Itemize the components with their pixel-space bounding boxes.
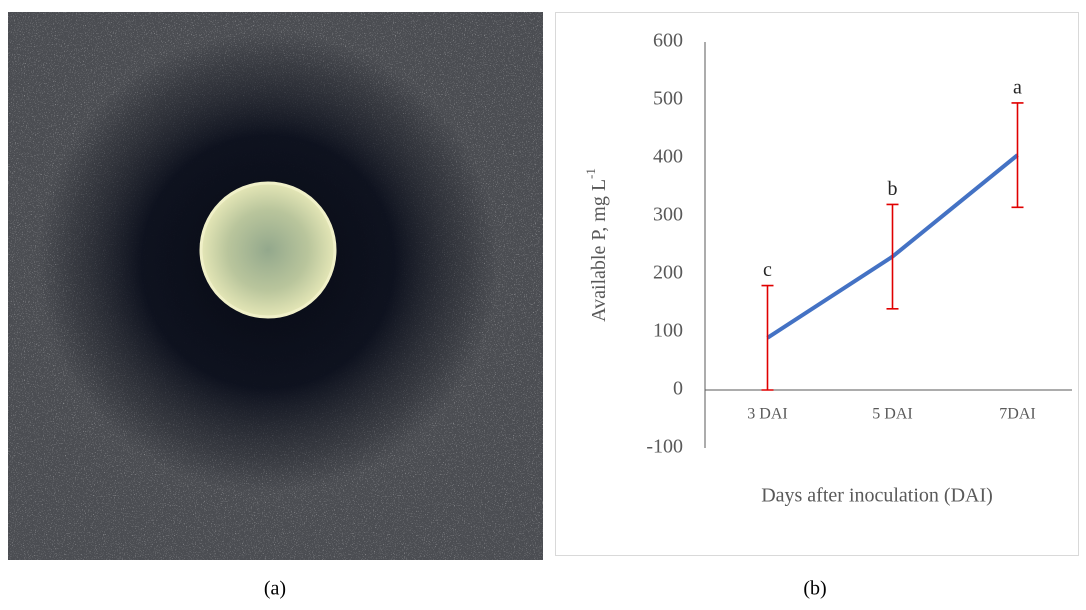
significance-letter: a: [1013, 76, 1022, 98]
y-tick-label: 600: [653, 30, 683, 52]
y-tick-label: 300: [653, 204, 683, 226]
y-tick-label: 200: [653, 262, 683, 284]
x-tick-label: 3 DAI: [747, 406, 787, 423]
significance-letter: c: [763, 259, 772, 281]
y-tick-label: 400: [653, 146, 683, 168]
error-bar: [886, 203, 899, 310]
error-bar: [1011, 102, 1024, 209]
panel-label: (b): [803, 578, 826, 600]
chart-frame: [555, 12, 1079, 556]
y-axis-label-text: Available P, mg L: [588, 179, 610, 322]
y-tick-label: -100: [646, 436, 683, 458]
x-tick-label: 5 DAI: [872, 406, 912, 423]
y-axis-label: Available P, mg L-1: [583, 168, 610, 322]
y-tick-label: 0: [673, 378, 683, 400]
x-tick-label: 7DAI: [999, 406, 1035, 423]
y-tick-label: 100: [653, 320, 683, 342]
significance-letter: b: [888, 178, 898, 200]
y-axis-label-sup: -1: [583, 168, 598, 179]
panel-label: (a): [264, 578, 286, 600]
x-axis-label: Days after inoculation (DAI): [761, 485, 993, 507]
y-tick-label: 500: [653, 88, 683, 110]
colony-disc: [199, 181, 337, 319]
error-bar: [761, 284, 774, 391]
photo: [8, 12, 543, 560]
